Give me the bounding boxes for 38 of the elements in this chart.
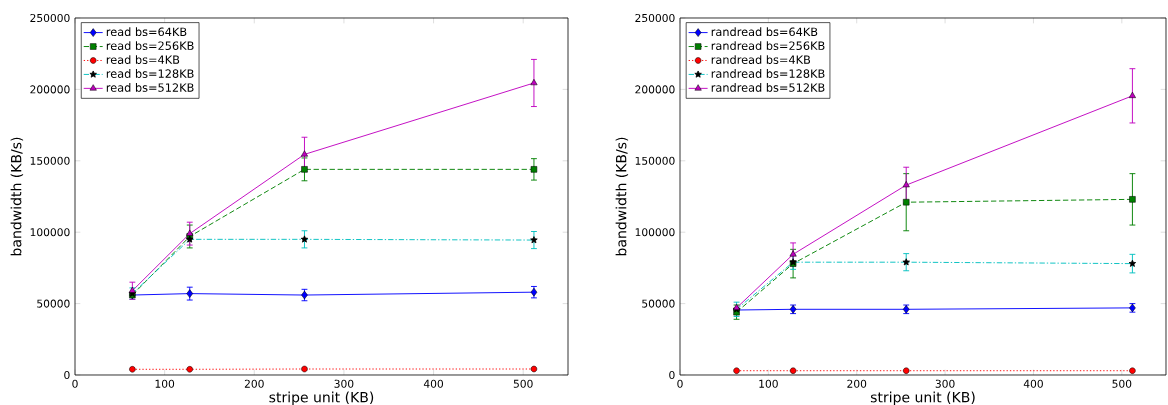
legend-label: read bs=64KB [106,27,187,37]
legend-label: randread bs=64KB [711,27,818,37]
x-tick-label: 0 [677,379,683,388]
x-tick-label: 500 [1112,379,1132,388]
y-tick-label: 150000 [30,156,70,165]
x-axis-title: stripe unit (KB) [269,391,374,405]
legend-label: randread bs=256KB [711,41,825,51]
y-tick-label: 0 [64,370,70,380]
y-axis-title: bandwidth (KB/s) [615,137,629,256]
y-tick-label: 250000 [635,13,675,23]
x-tick-label: 400 [1023,379,1043,388]
x-tick-label: 300 [334,379,354,388]
y-axis-title: bandwidth (KB/s) [10,137,24,256]
legend-label: read bs=4KB [106,55,180,64]
legend-label: read bs=256KB [106,41,194,51]
legend-label: randread bs=128KB [711,69,825,78]
y-tick-label: 150000 [635,156,675,165]
y-tick-label: 200000 [635,85,675,94]
x-tick-label: 100 [155,379,175,388]
x-tick-label: 500 [513,379,533,388]
y-tick-label: 50000 [642,299,675,308]
x-tick-label: 100 [759,379,778,388]
y-tick-label: 100000 [635,228,675,237]
x-tick-label: 300 [935,379,955,388]
y-tick-label: 50000 [37,299,70,308]
legend-label: read bs=128KB [106,69,194,78]
x-tick-label: 400 [423,379,444,388]
y-tick-label: 0 [669,370,675,380]
x-tick-label: 0 [72,379,78,388]
x-tick-label: 200 [244,379,264,388]
y-tick-label: 200000 [30,85,70,94]
legend-label: read bs=512KB [106,83,194,92]
y-tick-label: 100000 [30,228,70,237]
legend-label: randread bs=4KB [711,55,811,64]
x-axis-title: stripe unit (KB) [870,391,975,405]
y-tick-label: 250000 [30,13,70,23]
x-tick-label: 200 [847,379,867,388]
legend-label: randread bs=512KB [711,83,825,92]
